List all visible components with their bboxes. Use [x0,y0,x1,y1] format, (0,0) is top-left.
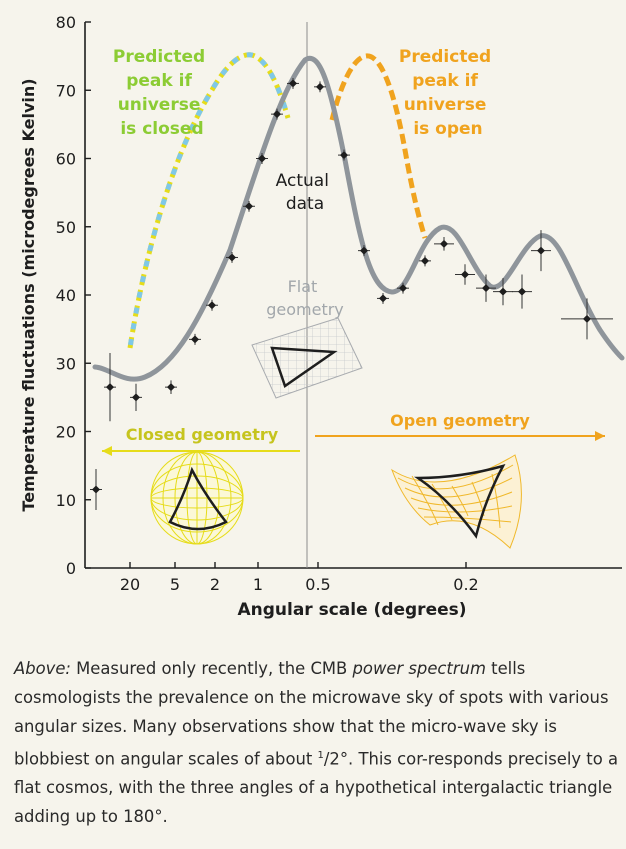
caption-fraction-slash: / [323,749,330,769]
x-tick-label: 0.5 [305,575,330,594]
open-prediction-curve [329,53,428,239]
caption-term: power spectrum [352,659,486,678]
data-point [531,230,551,272]
sphere-triangle [168,466,228,531]
caption-text-1: Measured only recently, the CMB [70,659,353,678]
data-point-marker [191,335,199,344]
y-tick-label: 70 [56,81,76,100]
y-tick-label: 30 [56,354,76,373]
data-point-marker [132,393,140,402]
data-point-marker [208,301,216,310]
data-point-marker [440,239,448,248]
data-point [256,153,268,164]
data-point [561,298,613,340]
flat-geometry-curve [92,55,625,382]
data-point [243,200,255,212]
data-point [226,252,238,263]
actual-data-label: Actual data [276,171,335,214]
data-point-marker [228,253,236,262]
caption-text-2: tells cosmologists the prevalence on the… [14,659,609,769]
caption-fraction-numerator: 1 [317,750,324,761]
x-tick-label: 2 [210,575,220,594]
data-point-marker [316,82,324,91]
y-tick-label: 20 [56,423,76,442]
data-point [476,274,496,302]
data-point [90,469,102,510]
figure-caption: Above: Measured only recently, the CMB p… [14,654,618,831]
data-point-marker [583,314,591,323]
data-point [512,274,532,309]
y-tick-label: 40 [56,286,76,305]
closed-prediction-label: Predicted peak if universe is closed [113,47,211,139]
open-geometry-label: Open geometry [390,411,530,430]
open-prediction-label: Predicted peak if universe is open [399,47,497,139]
cmb-power-spectrum-chart: 0 10 20 30 40 50 60 70 80 20 5 2 1 0.5 0.2 Temperatur… [19,13,625,620]
y-tick-label: 60 [56,150,76,169]
data-point-marker [340,151,348,160]
data-point [206,299,218,311]
data-point [455,264,475,285]
caption-lead: Above: [14,659,71,678]
y-axis-ticks: 0 10 20 30 40 50 60 70 80 [56,13,91,578]
data-point [189,333,201,345]
data-point-marker [360,246,368,255]
closed-prediction-cyan [127,52,291,349]
data-point-marker [482,284,490,293]
y-axis-label: Temperature fluctuations (microdegrees K… [19,78,38,511]
data-point [271,108,283,120]
y-tick-label: 0 [66,559,76,578]
flat-geometry-label: Flat geometry [266,277,344,319]
data-point-marker [379,294,387,303]
flat-triangle [270,346,338,388]
data-point-marker [258,154,266,163]
data-point-marker [499,287,507,296]
data-point [104,353,116,422]
data-point-marker [421,256,429,265]
x-axis-label: Angular scale (degrees) [237,600,466,620]
data-point [493,277,513,306]
data-point [338,149,350,161]
data-point-marker [399,284,407,293]
open-geometry-saddle [391,454,522,549]
data-point [377,292,389,304]
saddle-triangle [413,464,506,539]
data-point [165,380,177,394]
data-point [358,245,370,257]
x-tick-label: 1 [253,575,263,594]
caption-text-3: °. This cor-responds precisely to a flat… [14,749,619,827]
data-point [419,255,431,267]
closed-prediction-curve [127,52,291,349]
data-points [90,77,613,510]
data-point-marker [92,485,100,494]
closed-geometry-sphere [150,451,244,545]
data-point [287,77,299,89]
y-tick-label: 10 [56,491,76,510]
data-point-marker [518,287,526,296]
data-point-marker [537,246,545,255]
y-tick-label: 80 [56,13,76,32]
open-geometry-arrow [315,431,605,441]
data-point [434,236,454,251]
closed-geometry-label: Closed geometry [126,425,279,444]
data-point-marker [461,270,469,279]
x-tick-label: 0.2 [453,575,478,594]
data-point [314,81,326,93]
data-point-marker [167,383,175,392]
x-tick-label: 20 [120,575,140,594]
data-point [130,383,142,412]
flat-geometry-illustration [251,317,363,399]
caption-fraction-denominator: 2 [329,749,340,769]
data-point-marker [289,79,297,88]
data-point-marker [273,110,281,119]
data-point-marker [245,202,253,211]
closed-geometry-arrow [102,446,300,456]
x-tick-label: 5 [170,575,180,594]
data-point [397,282,409,294]
y-tick-label: 50 [56,218,76,237]
x-axis-ticks: 20 5 2 1 0.5 0.2 [120,562,479,594]
data-point-marker [106,383,114,392]
